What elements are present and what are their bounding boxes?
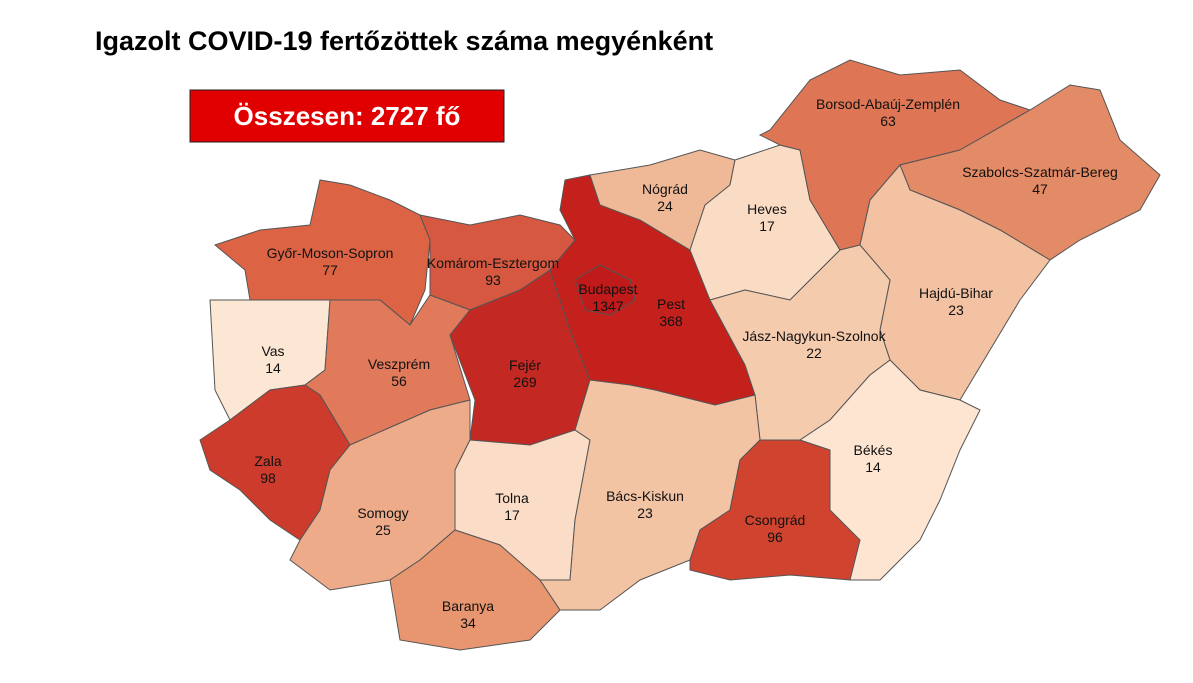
county-name: Budapest (578, 281, 637, 297)
county-value: 56 (391, 373, 407, 389)
county-name: Nógrád (642, 181, 688, 197)
county-value: 93 (485, 272, 501, 288)
county-name: Fejér (509, 357, 541, 373)
county-name: Csongrád (745, 512, 806, 528)
county-value: 14 (265, 360, 281, 376)
county-value: 47 (1032, 181, 1048, 197)
county-name: Heves (747, 201, 787, 217)
title: Igazolt COVID-19 fertőzöttek száma megyé… (95, 26, 713, 56)
county-value: 25 (375, 522, 391, 538)
county-value: 17 (504, 507, 520, 523)
county-name: Vas (261, 343, 284, 359)
county-value: 1347 (592, 298, 623, 314)
county (798, 359, 981, 581)
county-value: 368 (659, 313, 683, 329)
county-value: 23 (948, 302, 964, 318)
county-name: Somogy (357, 505, 408, 521)
county-name: Borsod-Abaúj-Zemplén (816, 96, 960, 112)
county (574, 264, 636, 316)
county-value: 22 (806, 345, 822, 361)
county-value: 23 (637, 505, 653, 521)
county-value: 98 (260, 470, 276, 486)
total-label: Összesen: 2727 fő (234, 101, 461, 131)
county-name: Pest (657, 296, 685, 312)
county-value: 17 (759, 218, 775, 234)
county-name: Győr-Moson-Sopron (267, 245, 394, 261)
county-name: Veszprém (368, 356, 430, 372)
county-value: 96 (767, 529, 783, 545)
county-name: Komárom-Esztergom (427, 255, 559, 271)
county-value: 269 (513, 374, 537, 390)
county-value: 24 (657, 198, 673, 214)
county-value: 34 (460, 615, 476, 631)
county-name: Jász-Nagykun-Szolnok (742, 328, 886, 344)
counties (199, 59, 1161, 651)
total-box (189, 89, 505, 143)
county-name: Hajdú-Bihar (919, 285, 993, 301)
county-name: Békés (854, 442, 893, 458)
county-name: Baranya (442, 598, 494, 614)
county-value: 77 (322, 262, 338, 278)
county-value: 14 (865, 459, 881, 475)
county-name: Tolna (495, 490, 529, 506)
county-name: Zala (254, 453, 281, 469)
county-name: Szabolcs-Szatmár-Bereg (962, 164, 1118, 180)
county-value: 63 (880, 113, 896, 129)
county-name: Bács-Kiskun (606, 488, 684, 504)
